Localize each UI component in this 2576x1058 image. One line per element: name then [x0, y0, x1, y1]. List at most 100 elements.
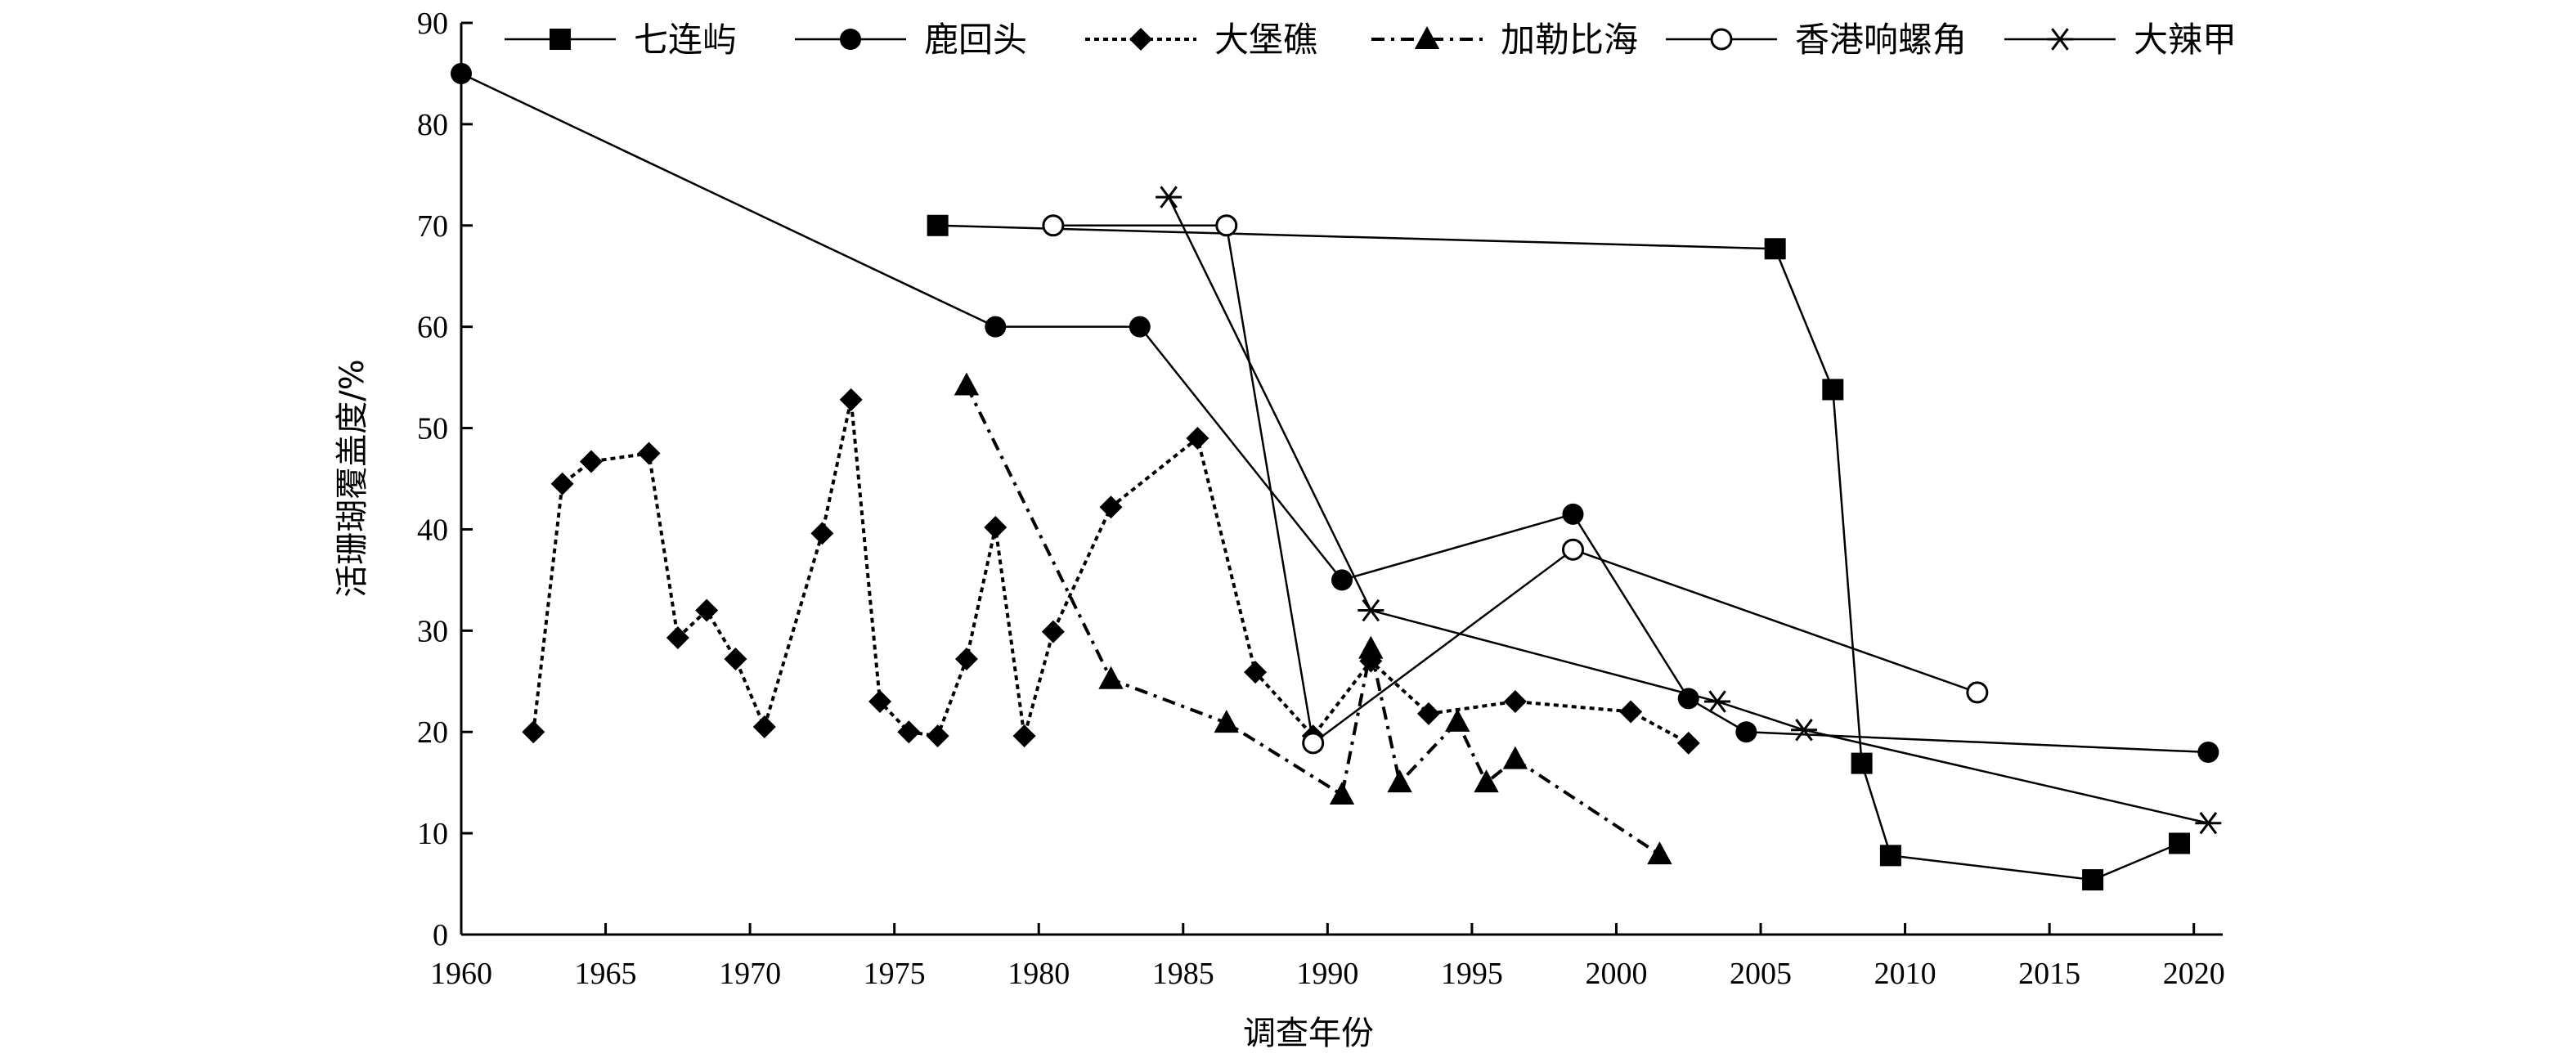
data-point	[984, 515, 1008, 539]
y-tick-label: 80	[417, 108, 448, 142]
series-2	[451, 62, 2219, 763]
data-point	[1244, 661, 1268, 684]
x-tick-label: 1980	[1008, 957, 1070, 991]
series-6	[1156, 186, 2222, 835]
legend-marker	[840, 29, 861, 50]
data-point	[1764, 238, 1786, 260]
legend-label: 七连屿	[634, 20, 737, 60]
data-point	[2082, 869, 2104, 891]
data-point	[2197, 742, 2219, 763]
data-point	[954, 372, 980, 396]
legend-marker	[1129, 28, 1152, 51]
data-point	[1186, 426, 1209, 450]
legend-label: 加勒比海	[1501, 20, 1638, 60]
x-tick-label: 1975	[864, 957, 926, 991]
legend-item: 鹿回头	[795, 20, 1027, 60]
legend-label: 大堡礁	[1214, 20, 1317, 60]
data-point	[1879, 845, 1901, 867]
data-point	[1416, 702, 1440, 725]
data-point	[1704, 690, 1731, 713]
y-tick-label: 10	[417, 817, 448, 851]
data-point	[1358, 598, 1384, 622]
data-point	[1822, 379, 1844, 401]
legend-item: 大堡礁	[1085, 20, 1317, 60]
series-5	[1042, 214, 1989, 755]
data-point	[522, 720, 545, 744]
data-point	[451, 62, 472, 84]
legend: 七连屿 鹿回头 大堡礁 加勒比海 香港响螺角 大辣甲	[505, 20, 2237, 60]
series-line	[937, 224, 2180, 881]
data-point	[1735, 721, 1757, 743]
data-point	[1502, 746, 1528, 769]
data-point	[839, 388, 863, 411]
y-axis-title: 活珊瑚覆盖度/%	[334, 359, 371, 597]
data-point	[752, 715, 776, 739]
x-tick-label: 1990	[1296, 957, 1358, 991]
legend-item: 香港响螺角	[1666, 20, 1967, 60]
data-point	[868, 690, 892, 714]
legend-item: 加勒比海	[1371, 20, 1638, 60]
data-point	[1098, 666, 1124, 689]
data-point	[550, 472, 574, 495]
data-point	[1619, 700, 1643, 724]
data-point	[985, 316, 1007, 338]
x-tick-label: 2005	[1730, 957, 1792, 991]
data-point	[897, 720, 921, 744]
series-3	[522, 388, 1700, 755]
data-point	[666, 626, 689, 650]
data-point	[1387, 769, 1412, 793]
plot-area	[460, 23, 2223, 936]
data-point	[954, 648, 978, 671]
data-point	[1331, 569, 1353, 591]
data-point	[724, 648, 747, 671]
data-point	[2169, 832, 2191, 854]
data-point	[926, 724, 949, 748]
data-point	[1647, 841, 1672, 865]
x-tick-label: 2000	[1585, 957, 1647, 991]
data-point	[1214, 710, 1239, 733]
x-axis-title: 调查年份	[1243, 1015, 1374, 1052]
data-point	[1851, 752, 1873, 774]
data-point	[1042, 214, 1065, 237]
series-line	[1052, 224, 1978, 745]
legend-marker	[1414, 26, 1440, 49]
series-line	[460, 72, 2209, 754]
data-point	[1676, 731, 1700, 755]
data-point	[1966, 681, 1989, 704]
data-point	[1129, 316, 1151, 338]
data-point	[1562, 503, 1584, 525]
x-tick-label: 1995	[1441, 957, 1503, 991]
x-tick-label: 1960	[430, 957, 492, 991]
series-4	[954, 372, 1672, 865]
data-point	[1099, 495, 1123, 519]
legend-label: 鹿回头	[924, 20, 1027, 60]
data-point	[1358, 635, 1384, 659]
data-point	[1041, 620, 1065, 643]
series-1	[927, 214, 2191, 891]
y-tick-label: 30	[417, 614, 448, 648]
y-tick-label: 60	[417, 311, 448, 345]
y-tick-label: 70	[417, 209, 448, 244]
legend-marker	[550, 29, 571, 50]
x-ticks: 1960 1965 1970 1975 1980 1985 1990 1995 2000 2005…	[430, 923, 2225, 991]
y-tick-label: 90	[417, 7, 448, 41]
data-point	[1445, 708, 1470, 732]
data-point	[810, 522, 834, 545]
data-point	[1215, 214, 1238, 237]
data-point	[579, 450, 603, 473]
data-point	[637, 442, 661, 465]
y-tick-label: 50	[417, 412, 448, 446]
legend-label: 大辣甲	[2134, 20, 2237, 60]
data-point	[1156, 186, 1183, 208]
x-tick-label: 1970	[719, 957, 781, 991]
data-point	[927, 214, 949, 236]
legend-label: 香港响螺角	[1795, 20, 1967, 60]
x-tick-label: 2015	[2018, 957, 2080, 991]
data-point	[1329, 782, 1355, 805]
legend-item: 大辣甲	[2004, 20, 2237, 60]
data-point	[1012, 724, 1036, 748]
data-point	[1474, 769, 1499, 793]
data-point	[2195, 812, 2222, 835]
legend-item: 七连屿	[505, 20, 737, 60]
